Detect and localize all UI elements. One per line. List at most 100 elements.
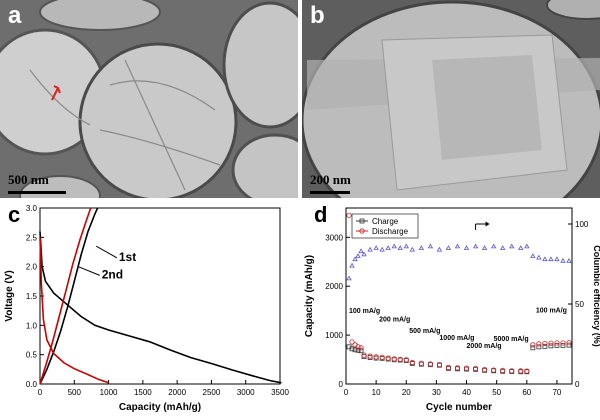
point-columbic-efficiency-8 [379,246,385,252]
tem-image-a [0,0,298,198]
scale-label-a: 500 nm [8,172,49,187]
point-columbic-efficiency-22 [490,243,497,249]
x-tick-label-c-2: 1000 [100,388,118,397]
point-discharge-17 [445,364,452,370]
point-discharge-6 [367,353,373,359]
y-axis-label-c: Voltage (V) [4,270,15,321]
point-columbic-efficiency-20 [472,243,479,249]
point-columbic-efficiency-3 [355,253,361,258]
point-discharge-26 [524,368,530,374]
panel-label-c: c [8,202,20,227]
point-charge-4 [358,348,364,354]
y-tick-label-d-0: 0 [339,380,344,389]
x-tick-label-c-1: 500 [68,388,82,397]
x-tick-label-c-5: 2500 [203,388,221,397]
scale-bar-a [8,191,66,194]
y2-tick-label-d-2: 100 [575,220,589,229]
x-tick-label-c-3: 1500 [134,388,152,397]
y2-tick-label-d-1: 50 [575,300,584,309]
point-discharge-4 [358,345,364,351]
point-discharge-13 [409,359,415,366]
x-tick-label-c-0: 0 [38,388,43,397]
x-tick-label-d-2: 20 [402,388,411,397]
point-columbic-efficiency-31 [554,256,560,262]
legend-label-charge: Charge [372,217,399,226]
point-charge-2 [352,347,358,353]
x-tick-label-d-5: 50 [492,388,501,397]
point-discharge-15 [427,361,433,367]
point-discharge-30 [548,340,554,346]
point-columbic-efficiency-14 [418,245,425,250]
series-line-1st-discharge [39,231,282,384]
point-discharge-3 [355,344,361,350]
red-arrow-icon [51,87,59,101]
panel-label-d: d [314,202,327,227]
point-columbic-efficiency-2 [352,256,358,262]
point-charge-29 [542,343,548,349]
legend-marker-charge [359,218,365,224]
rate-label-0: 100 mA/g [349,308,380,315]
annotation-1st: 1st [119,250,136,264]
point-columbic-efficiency-24 [509,243,515,249]
point-discharge-33 [566,340,572,346]
legend-label-discharge: Discharge [372,227,409,236]
point-columbic-efficiency-29 [542,256,548,262]
point-columbic-efficiency-17 [445,245,452,250]
point-columbic-efficiency-21 [481,245,488,250]
arrow-head-icon [485,221,490,227]
series-line-1st-charge [39,207,99,385]
tem-image-b [302,0,600,198]
point-charge-3 [355,347,361,353]
x-tick-label-d-1: 10 [372,388,381,397]
y-tick-label-d-2: 2000 [325,282,343,291]
point-discharge-0 [346,212,352,218]
y-tick-label-c-4: 2.0 [26,263,38,272]
point-charge-33 [566,342,572,348]
point-charge-27 [530,345,536,351]
x-tick-label-d-7: 70 [552,388,561,397]
point-discharge-9 [385,355,391,361]
point-discharge-16 [436,361,443,368]
point-discharge-32 [560,340,566,346]
x-tick-label-c-7: 3500 [271,388,289,397]
series-line-2nd-discharge [39,237,109,384]
x-tick-label-c-6: 3000 [237,388,255,397]
point-discharge-23 [500,367,506,374]
scale-label-b: 200 nm [310,172,351,187]
point-charge-31 [554,342,560,348]
point-columbic-efficiency-15 [427,243,434,249]
point-columbic-efficiency-18 [454,243,461,249]
point-discharge-7 [373,354,379,360]
point-discharge-11 [397,356,403,362]
rate-label-1: 200 mA/g [379,316,410,323]
point-charge-30 [548,343,554,349]
point-charge-32 [560,342,566,348]
y-tick-label-c-6: 3.0 [26,204,38,213]
point-columbic-efficiency-16 [436,246,443,252]
point-discharge-29 [542,340,548,347]
rate-label-6: 100 mA/g [536,308,567,315]
point-columbic-efficiency-12 [403,243,409,249]
y-tick-label-c-5: 2.5 [26,233,38,242]
point-charge-28 [536,344,542,350]
point-discharge-20 [472,365,479,371]
point-columbic-efficiency-30 [548,256,554,262]
x-tick-label-d-3: 30 [432,388,441,397]
x-tick-label-d-4: 40 [462,388,471,397]
panel-label-b: b [310,2,325,29]
point-discharge-8 [379,354,385,360]
scale-bar-b [310,191,350,194]
point-columbic-efficiency-4 [358,248,364,254]
y-tick-label-c-2: 1.0 [26,321,38,330]
point-columbic-efficiency-28 [536,254,542,260]
point-discharge-12 [403,357,409,363]
point-columbic-efficiency-0 [346,275,352,281]
y-tick-label-d-1: 1000 [325,331,343,340]
series-line-2nd-charge [39,207,92,385]
point-columbic-efficiency-10 [391,243,397,249]
point-columbic-efficiency-23 [500,245,506,250]
point-discharge-10 [391,356,397,362]
plot-frame-d [345,207,573,385]
chart-c: c 0 500 1000 1500 2000 2500 3000 3500 0.0 0.5 1.0 1… [4,202,289,413]
y-tick-label-c-0: 0.0 [26,380,38,389]
